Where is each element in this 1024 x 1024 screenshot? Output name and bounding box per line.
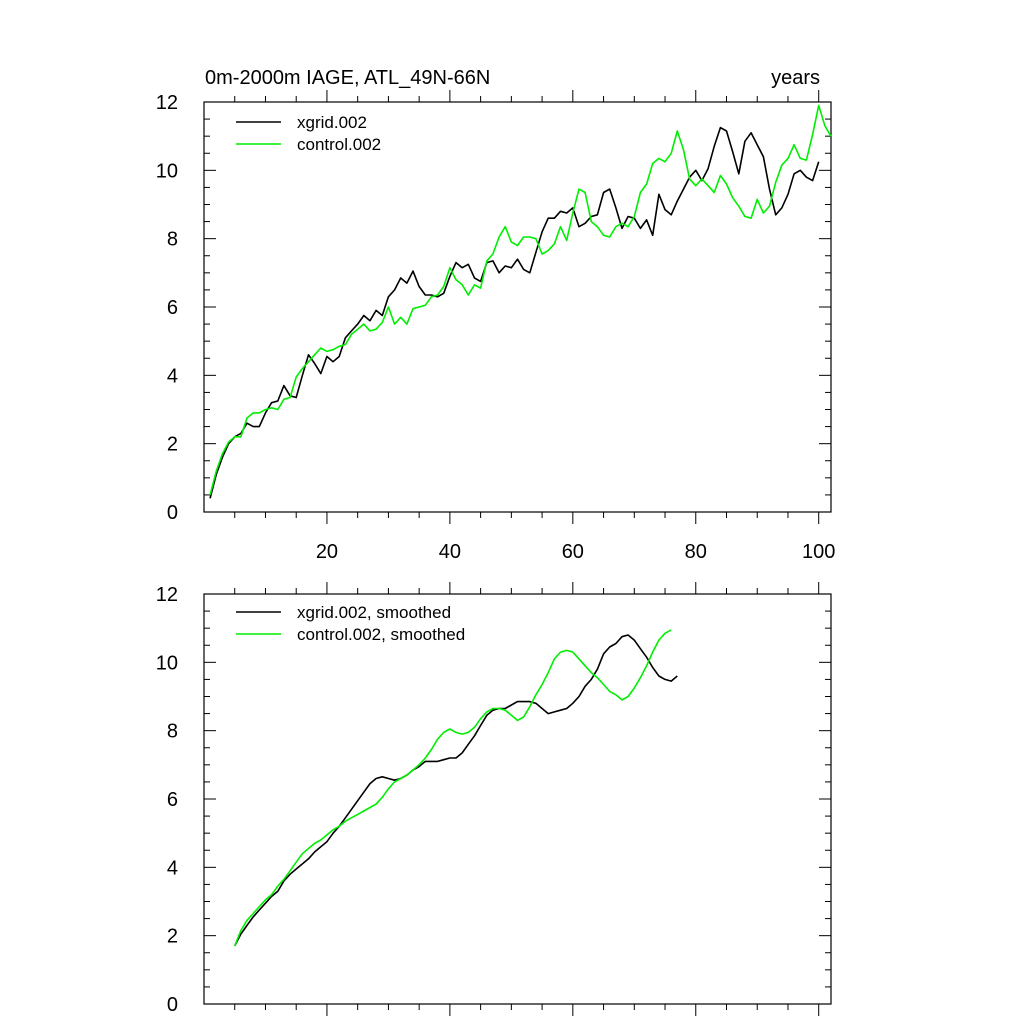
bottom-ytick-label: 6 bbox=[167, 789, 178, 811]
legend-label-control: control.002 bbox=[297, 135, 381, 154]
figure-title: 0m-2000m IAGE, ATL_49N-66N bbox=[205, 67, 490, 89]
top-ytick-label: 2 bbox=[167, 434, 178, 456]
top-plot-area: 0 2 4 6 8 10 12 20 40 60 80 100 bbox=[156, 90, 835, 563]
bottom-panel: 0 2 4 6 8 10 12 xgrid.002, smoothed control.00… bbox=[156, 582, 832, 1016]
top-axes-frame bbox=[203, 101, 832, 513]
legend-label-xgrid: xgrid.002 bbox=[297, 113, 367, 132]
units-label: years bbox=[771, 67, 820, 89]
series-line-xgrid-002 bbox=[209, 126, 820, 499]
legend-label-xgrid-smoothed: xgrid.002, smoothed bbox=[297, 603, 451, 622]
bottom-legend: xgrid.002, smoothed control.002, smoothe… bbox=[236, 603, 465, 644]
top-xtick-label: 20 bbox=[316, 541, 338, 563]
top-ytick-label: 4 bbox=[167, 365, 178, 387]
bottom-ytick-label: 12 bbox=[156, 584, 178, 606]
bottom-ytick-label: 4 bbox=[167, 857, 178, 879]
series-line-control-002 bbox=[209, 104, 832, 496]
top-ytick-label: 6 bbox=[167, 297, 178, 319]
top-legend: xgrid.002 control.002 bbox=[236, 113, 381, 154]
top-xtick-label: 100 bbox=[802, 541, 835, 563]
top-ytick-label: 0 bbox=[167, 502, 178, 524]
top-xtick-label: 80 bbox=[685, 541, 707, 563]
bottom-ytick-label: 8 bbox=[167, 721, 178, 743]
top-ytick-label: 12 bbox=[156, 92, 178, 114]
series-line-xgrid-002-smoothed bbox=[233, 634, 678, 947]
top-panel: 0 2 4 6 8 10 12 20 40 60 80 100 xgrid.002 control.0… bbox=[156, 90, 835, 563]
top-ytick-label: 10 bbox=[156, 160, 178, 182]
series-line-control-002-smoothed bbox=[233, 629, 672, 947]
bottom-ytick-label: 2 bbox=[167, 926, 178, 948]
bottom-axes-frame bbox=[203, 593, 832, 1005]
bottom-ytick-label: 10 bbox=[156, 652, 178, 674]
legend-label-control-smoothed: control.002, smoothed bbox=[297, 625, 465, 644]
bottom-ytick-label: 0 bbox=[167, 994, 178, 1016]
top-ytick-label: 8 bbox=[167, 229, 178, 251]
top-xtick-label: 40 bbox=[439, 541, 461, 563]
top-xtick-label: 60 bbox=[562, 541, 584, 563]
bottom-plot-area: 0 2 4 6 8 10 12 bbox=[156, 582, 832, 1016]
